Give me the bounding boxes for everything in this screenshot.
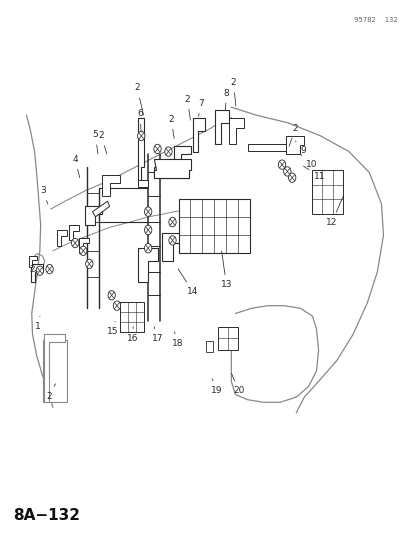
Polygon shape xyxy=(138,248,158,282)
Circle shape xyxy=(288,173,295,182)
Polygon shape xyxy=(138,118,144,183)
Text: 8A−132: 8A−132 xyxy=(13,508,80,523)
Polygon shape xyxy=(43,340,67,402)
Bar xyxy=(119,302,144,332)
Circle shape xyxy=(36,266,43,276)
Text: 15: 15 xyxy=(107,321,119,336)
Text: 2: 2 xyxy=(134,83,143,115)
Text: 8: 8 xyxy=(223,88,229,110)
Text: 1: 1 xyxy=(34,316,40,331)
Text: 6: 6 xyxy=(137,109,142,132)
Text: 95782  132: 95782 132 xyxy=(353,17,397,23)
Text: 11: 11 xyxy=(303,166,325,181)
Text: 10: 10 xyxy=(299,154,317,169)
Polygon shape xyxy=(101,175,119,196)
Circle shape xyxy=(164,147,172,156)
Polygon shape xyxy=(69,225,79,240)
Text: 2: 2 xyxy=(230,78,235,106)
Text: 18: 18 xyxy=(172,332,183,348)
Text: 16: 16 xyxy=(127,327,139,343)
Polygon shape xyxy=(173,147,190,170)
Bar xyxy=(311,170,342,214)
Text: 12: 12 xyxy=(325,195,343,227)
Text: 2: 2 xyxy=(184,95,190,120)
Polygon shape xyxy=(215,110,229,144)
Text: 5: 5 xyxy=(93,131,98,154)
Polygon shape xyxy=(162,232,182,261)
Polygon shape xyxy=(31,264,43,282)
Circle shape xyxy=(278,160,285,169)
Bar xyxy=(178,199,249,253)
Circle shape xyxy=(113,301,120,310)
Text: 2: 2 xyxy=(30,264,37,273)
Bar xyxy=(218,327,237,350)
Circle shape xyxy=(108,290,115,300)
Circle shape xyxy=(283,167,290,176)
Polygon shape xyxy=(79,238,89,254)
Text: 14: 14 xyxy=(178,269,198,296)
Text: 9: 9 xyxy=(295,141,306,155)
Polygon shape xyxy=(93,201,109,217)
Text: 2: 2 xyxy=(168,115,174,139)
Text: 7: 7 xyxy=(197,99,203,117)
Circle shape xyxy=(144,225,152,235)
Polygon shape xyxy=(285,136,304,154)
Circle shape xyxy=(144,244,152,253)
Circle shape xyxy=(71,238,78,248)
Text: 4: 4 xyxy=(72,155,80,177)
Text: 13: 13 xyxy=(220,251,232,289)
Polygon shape xyxy=(85,206,101,225)
Text: 20: 20 xyxy=(231,374,244,395)
Circle shape xyxy=(85,259,93,269)
Text: 17: 17 xyxy=(152,327,163,343)
Circle shape xyxy=(169,217,176,227)
Circle shape xyxy=(137,131,145,141)
Text: 19: 19 xyxy=(211,379,222,395)
Polygon shape xyxy=(44,334,65,402)
Polygon shape xyxy=(138,180,148,187)
Text: 2: 2 xyxy=(98,132,107,154)
Polygon shape xyxy=(247,144,296,150)
Circle shape xyxy=(79,246,87,255)
Polygon shape xyxy=(154,159,190,177)
Circle shape xyxy=(154,144,161,154)
Circle shape xyxy=(169,236,176,245)
Polygon shape xyxy=(229,118,243,144)
Text: 3: 3 xyxy=(40,186,47,204)
Text: 2: 2 xyxy=(46,384,55,400)
Bar xyxy=(206,341,213,352)
Text: 2: 2 xyxy=(288,124,297,147)
Circle shape xyxy=(46,264,53,274)
Polygon shape xyxy=(29,256,36,266)
Circle shape xyxy=(144,207,152,216)
Polygon shape xyxy=(192,118,204,151)
Polygon shape xyxy=(154,167,188,177)
Polygon shape xyxy=(57,230,67,246)
